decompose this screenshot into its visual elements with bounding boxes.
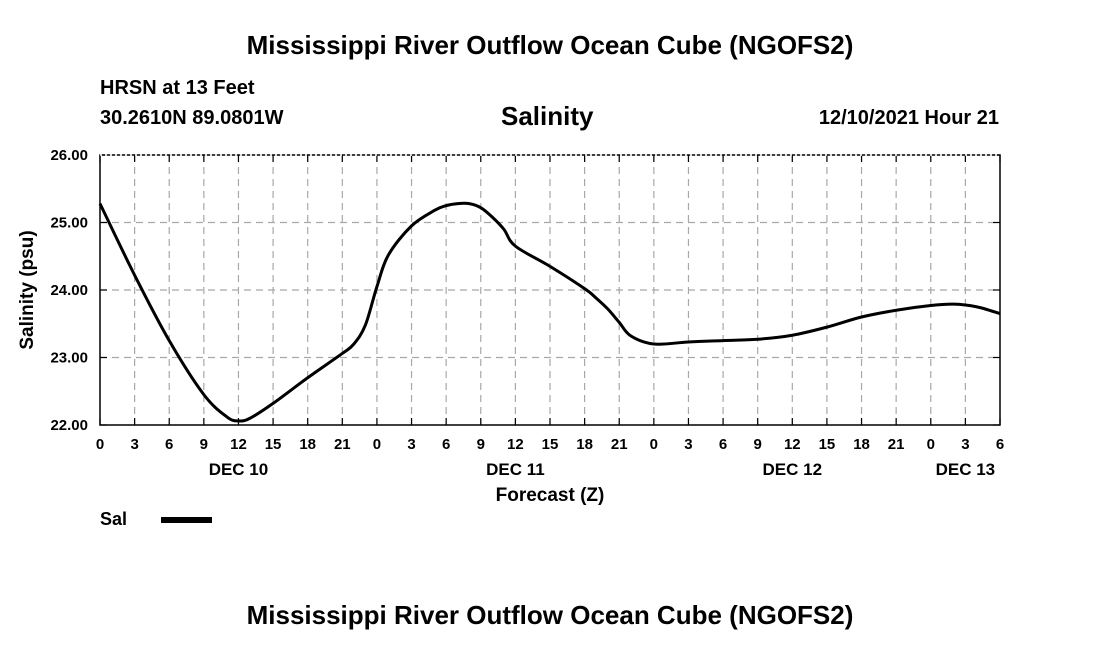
- y-tick-label: 24.00: [50, 282, 88, 299]
- y-tick-label: 26.00: [50, 147, 88, 164]
- x-tick-label: 3: [130, 436, 138, 453]
- day-label: DEC 13: [936, 460, 996, 479]
- x-tick-label: 0: [650, 436, 658, 453]
- x-tick-label: 0: [96, 436, 104, 453]
- x-tick-label: 15: [542, 436, 559, 453]
- y-tick-label: 22.00: [50, 417, 88, 434]
- y-tick-label: 25.00: [50, 215, 88, 232]
- x-tick-label: 15: [265, 436, 282, 453]
- y-axis-label: Salinity (psu): [17, 230, 38, 349]
- legend-swatch: [161, 517, 212, 523]
- page-title: Mississippi River Outflow Ocean Cube (NG…: [246, 30, 854, 60]
- x-tick-label: 0: [373, 436, 381, 453]
- day-label: DEC 12: [763, 460, 823, 479]
- page-title-bottom: Mississippi River Outflow Ocean Cube (NG…: [246, 600, 854, 630]
- x-tick-label: 6: [996, 436, 1004, 453]
- x-tick-label: 3: [407, 436, 415, 453]
- day-label: DEC 11: [486, 460, 545, 479]
- x-tick-label: 12: [230, 436, 247, 453]
- run-time: 12/10/2021 Hour 21: [818, 107, 999, 129]
- x-tick-label: 12: [507, 436, 524, 453]
- x-tick-label: 9: [477, 436, 485, 453]
- x-tick-label: 18: [853, 436, 870, 453]
- x-tick-label: 9: [200, 436, 208, 453]
- day-label: DEC 10: [209, 460, 269, 479]
- x-tick-label: 15: [819, 436, 836, 453]
- x-tick-label: 21: [334, 436, 351, 453]
- x-tick-label: 6: [442, 436, 450, 453]
- x-tick-label: 18: [299, 436, 316, 453]
- station-coordinates: 30.2610N 89.0801W: [100, 107, 284, 129]
- x-tick-label: 9: [754, 436, 762, 453]
- x-tick-label: 3: [961, 436, 969, 453]
- x-tick-label: 6: [719, 436, 727, 453]
- x-axis-label: Forecast (Z): [496, 485, 605, 506]
- x-tick-label: 18: [576, 436, 593, 453]
- series-line-sal: [98, 201, 1001, 423]
- station-label: HRSN at 13 Feet: [100, 77, 255, 99]
- plot-title: Salinity: [501, 101, 594, 131]
- legend-label: Sal: [100, 509, 128, 529]
- x-tick-label: 0: [927, 436, 935, 453]
- x-tick-label: 21: [611, 436, 628, 453]
- x-tick-label: 6: [165, 436, 173, 453]
- x-tick-label: 12: [784, 436, 801, 453]
- x-tick-label: 21: [888, 436, 905, 453]
- x-tick-label: 3: [684, 436, 692, 453]
- y-tick-label: 23.00: [50, 350, 88, 367]
